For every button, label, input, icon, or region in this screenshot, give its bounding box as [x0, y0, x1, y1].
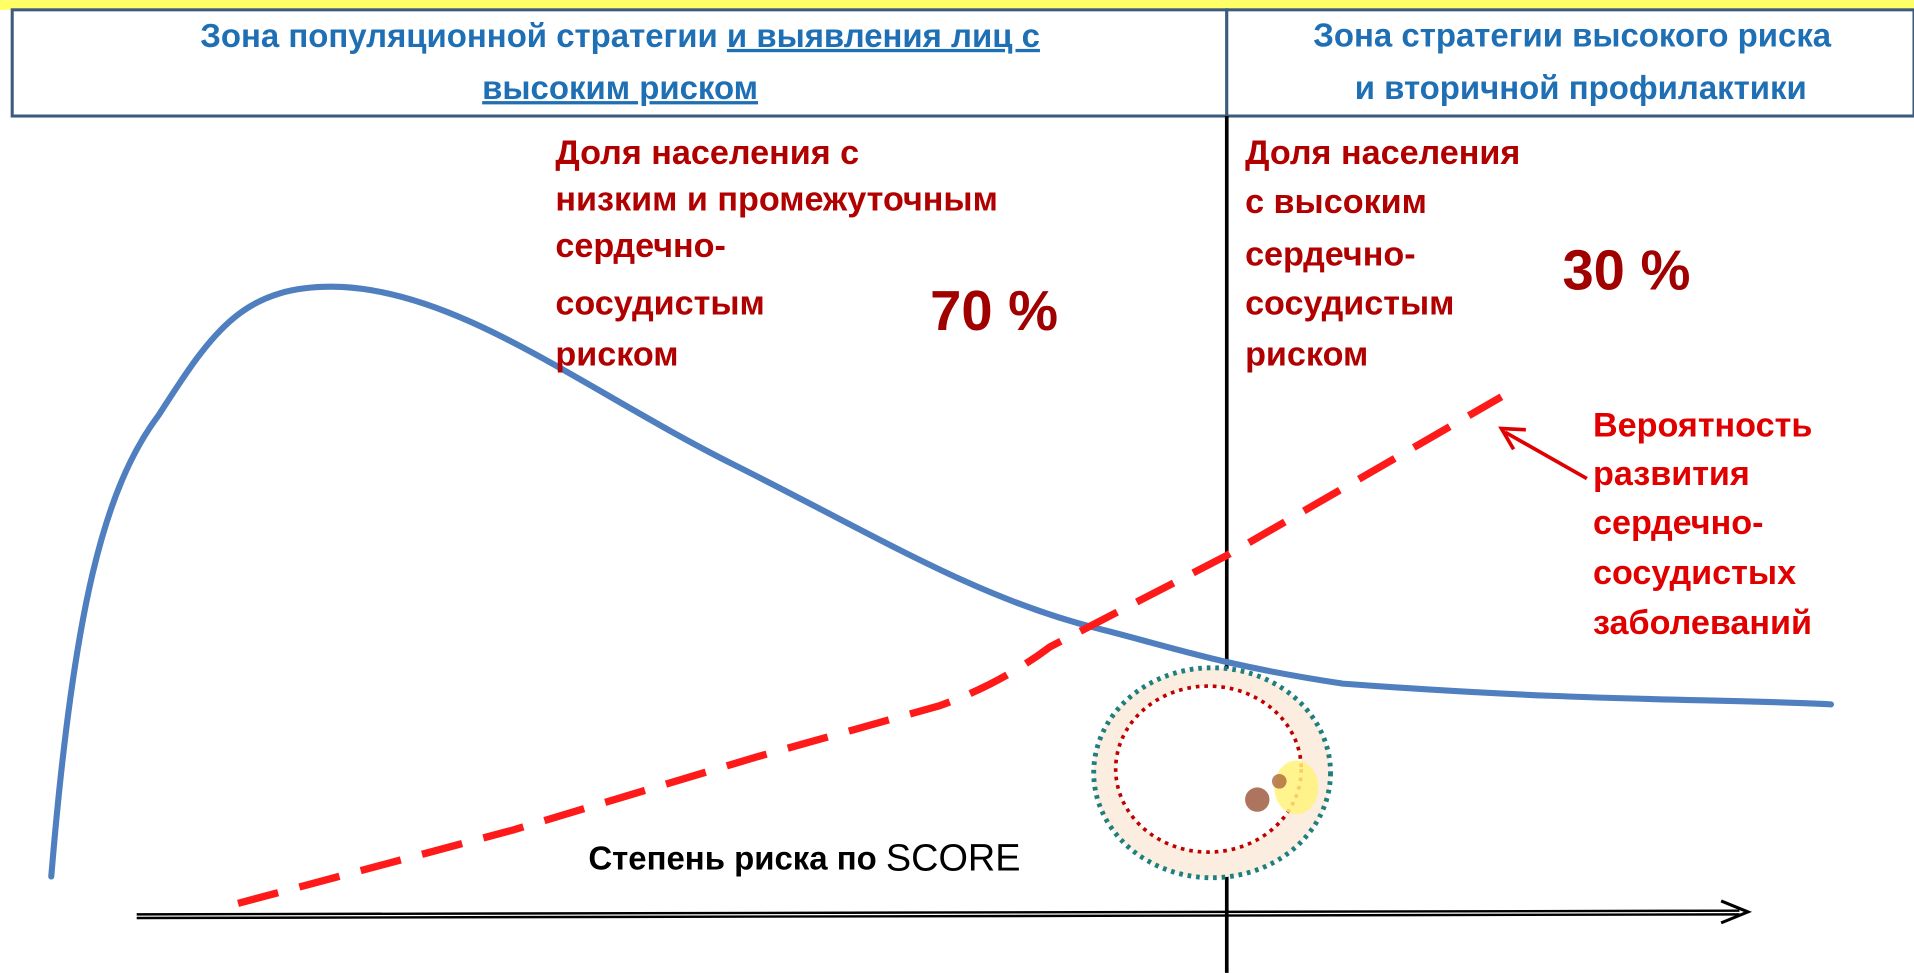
header-text-underlined: и выявления лиц с — [727, 17, 1040, 54]
label-line: Вероятность — [1593, 406, 1812, 444]
label-line: Доля населения с — [555, 134, 859, 172]
low-risk-label: Доля населения с низким и промежуточным … — [555, 134, 1058, 373]
label-line: Доля населения — [1245, 134, 1520, 172]
population-distribution-curve — [48, 283, 1835, 880]
label-line: заболеваний — [1593, 604, 1812, 642]
label-line: сердечно- — [555, 227, 726, 265]
header-text: и вторичной профилактики — [1355, 69, 1807, 106]
probability-label: Вероятность развития сердечно- сосудисты… — [1593, 406, 1812, 642]
header-left-line: Зона популяционной стратегии и выявления… — [200, 17, 1040, 54]
label-line: сердечно- — [1593, 504, 1764, 542]
axis-label-plain: SCORE — [886, 838, 1021, 880]
pointer-arrow — [1498, 426, 1588, 481]
axis-arrow — [136, 899, 1753, 925]
label-line: сосудистым — [555, 284, 764, 322]
header-right-cell — [1225, 8, 1914, 118]
header-text: Зона стратегии высокого риска — [1313, 17, 1832, 54]
label-line: сердечно- — [1245, 235, 1416, 273]
high-risk-label: Доля населения с высоким сердечно- сосуд… — [1245, 134, 1690, 373]
label-line: сосудистых — [1593, 554, 1796, 592]
axis-label-bold: Степень риска по — [588, 839, 876, 876]
label-line: сосудистым — [1245, 284, 1454, 322]
label-line: с высоким — [1245, 183, 1427, 221]
header-text: Зона популяционной стратегии — [200, 17, 718, 54]
label-line: риском — [1245, 336, 1368, 374]
percent-label: 70 % — [930, 279, 1058, 342]
title-strip — [0, 0, 1914, 10]
cell-illustration — [1091, 665, 1333, 881]
header-left-cell — [10, 8, 1229, 118]
label-line: риском — [555, 336, 678, 374]
header-text-underlined: высоким риском — [482, 69, 758, 106]
percent-label: 30 % — [1562, 239, 1690, 302]
label-line: развития — [1593, 455, 1750, 493]
axis-label: Степень риска по SCORE — [588, 838, 1020, 880]
risk-probability-line — [237, 393, 1504, 907]
label-line: низким и промежуточным — [555, 181, 997, 219]
